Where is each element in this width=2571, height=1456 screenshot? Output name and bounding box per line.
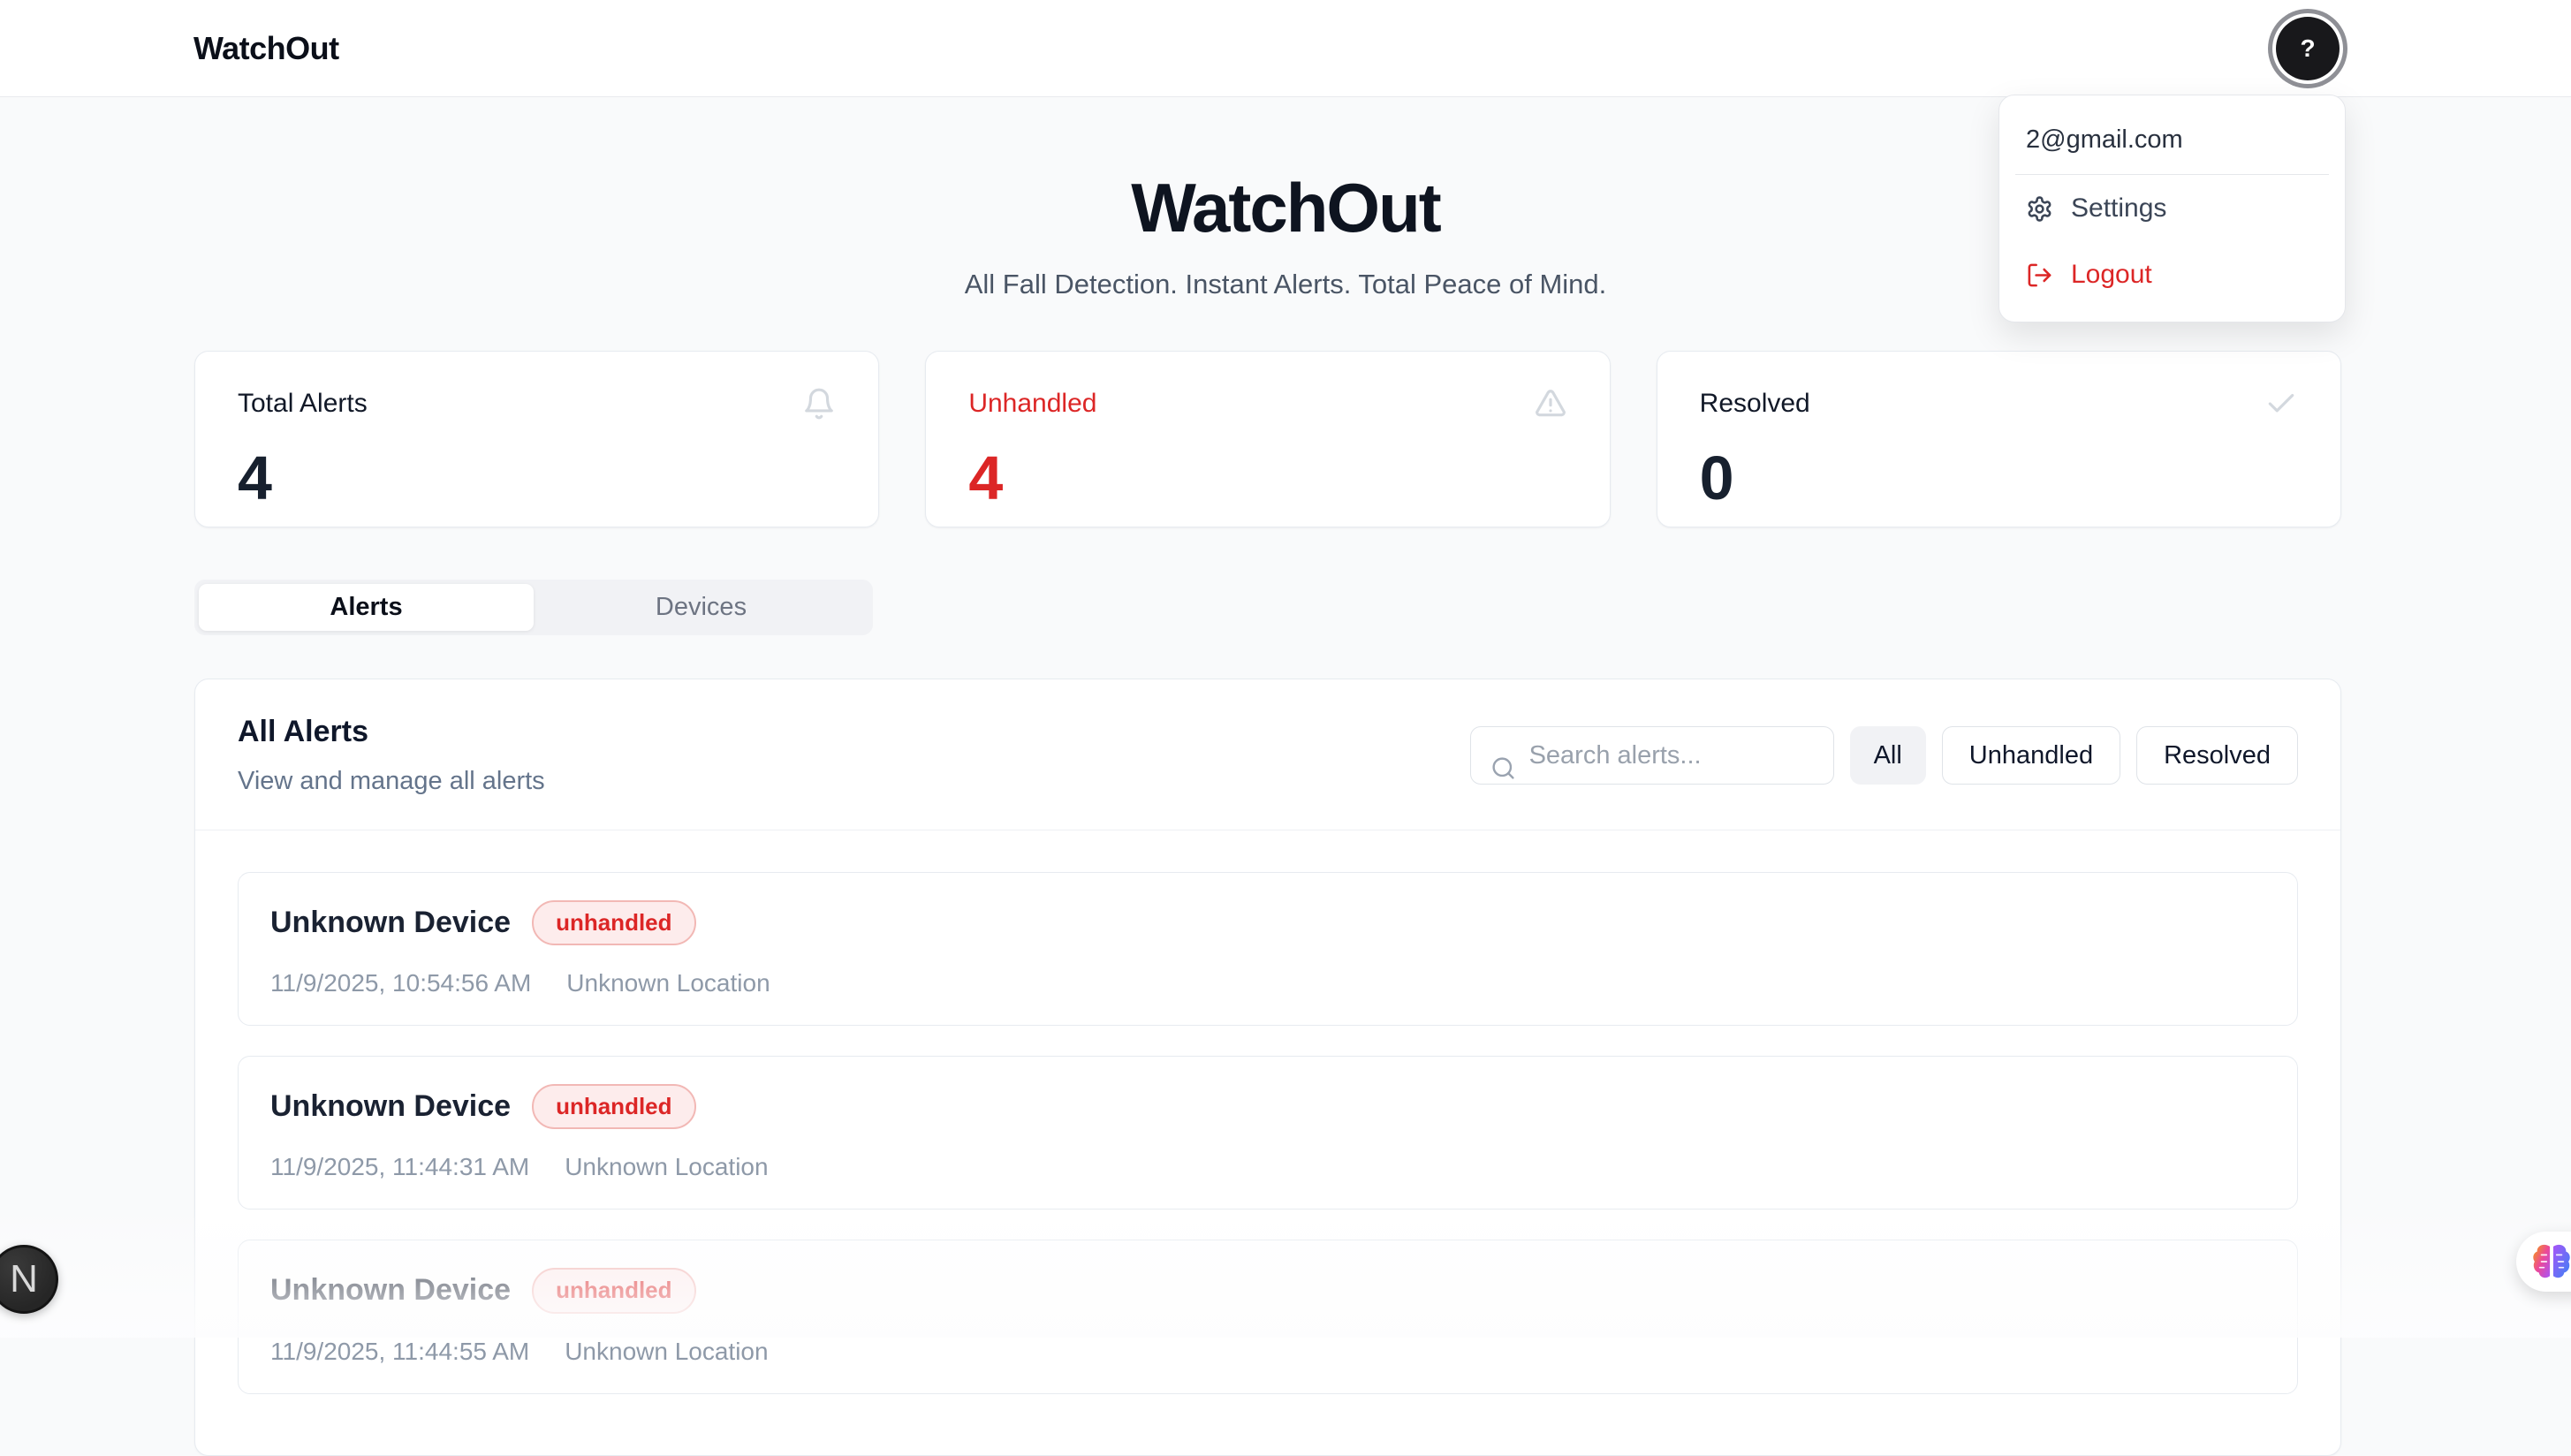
alert-row[interactable]: Unknown Device unhandled 11/9/2025, 11:4… [238, 1056, 2298, 1210]
stat-card-resolved: Resolved 0 [1656, 351, 2341, 527]
alerts-list: Unknown Device unhandled 11/9/2025, 10:5… [195, 830, 2340, 1436]
filter-unhandled-button[interactable]: Unhandled [1941, 726, 2121, 785]
alert-timestamp: 11/9/2025, 11:44:55 AM [270, 1337, 530, 1365]
alert-timestamp: 11/9/2025, 11:44:31 AM [270, 1153, 530, 1181]
alert-timestamp: 11/9/2025, 10:54:56 AM [270, 969, 532, 997]
status-badge: unhandled [532, 1084, 696, 1130]
stats-row: Total Alerts 4 Unhandled 4 Resolved [194, 351, 2341, 527]
alert-device-name: Unknown Device [270, 1273, 512, 1308]
stat-label: Unhandled [968, 389, 1097, 418]
user-menu-button[interactable]: ? [2276, 16, 2340, 80]
alert-device-name: Unknown Device [270, 906, 512, 940]
alert-triangle-icon [1534, 387, 1567, 421]
alerts-panel-title: All Alerts [238, 715, 369, 748]
status-badge: unhandled [532, 1268, 696, 1314]
brand-logo[interactable]: WatchOut [193, 29, 339, 66]
search-input[interactable] [1470, 727, 1833, 784]
tab-list: Alerts Devices [194, 580, 873, 635]
tab-devices[interactable]: Devices [655, 593, 747, 621]
page-subtitle: All Fall Detection. Instant Alerts. Tota… [964, 269, 1607, 300]
alert-location: Unknown Location [565, 1153, 769, 1181]
user-email: 2@gmail.com [2026, 125, 2183, 154]
alerts-panel-header: All Alerts View and manage all alerts Al… [195, 679, 2340, 830]
logout-icon [2026, 262, 2053, 289]
bell-icon [802, 387, 836, 421]
alert-location: Unknown Location [566, 969, 770, 997]
navbar: WatchOut ? [0, 0, 2571, 97]
page-title: WatchOut [1131, 169, 1441, 246]
alerts-controls: All Unhandled Resolved [1469, 726, 2298, 785]
search-box [1469, 726, 1834, 785]
status-badge: unhandled [532, 900, 696, 946]
stat-value: 0 [1699, 444, 1734, 512]
hero-section: WatchOut All Fall Detection. Instant Ale… [0, 97, 2571, 300]
alert-location: Unknown Location [565, 1337, 769, 1365]
alerts-panel: All Alerts View and manage all alerts Al… [194, 679, 2341, 1456]
check-icon [2264, 387, 2298, 421]
alert-row[interactable]: Unknown Device unhandled 11/9/2025, 10:5… [238, 872, 2298, 1027]
filter-resolved-button[interactable]: Resolved [2136, 726, 2298, 785]
stat-card-unhandled: Unhandled 4 [925, 351, 1611, 527]
user-menu-dropdown: 2@gmail.com Settings Logout [1998, 95, 2346, 322]
alerts-panel-subtitle: View and manage all alerts [238, 767, 545, 795]
menu-item-label: Settings [2071, 193, 2167, 223]
stat-value: 4 [968, 444, 1004, 512]
stat-card-total-alerts: Total Alerts 4 [194, 351, 880, 527]
stat-value: 4 [238, 444, 272, 512]
brain-icon [2531, 1243, 2571, 1280]
extension-pill[interactable] [2516, 1232, 2571, 1292]
alert-device-name: Unknown Device [270, 1089, 512, 1124]
menu-item-settings[interactable]: Settings [1999, 175, 2345, 241]
filter-all-button[interactable]: All [1849, 726, 1926, 785]
menu-item-label: Logout [2071, 260, 2152, 289]
gear-icon [2026, 195, 2053, 223]
stat-label: Total Alerts [238, 389, 368, 418]
menu-separator [2015, 174, 2329, 175]
menu-item-logout[interactable]: Logout [1999, 241, 2345, 307]
tab-alerts[interactable]: Alerts [199, 584, 534, 631]
stat-label: Resolved [1699, 389, 1810, 418]
alert-row[interactable]: Unknown Device unhandled 11/9/2025, 11:4… [238, 1240, 2298, 1394]
